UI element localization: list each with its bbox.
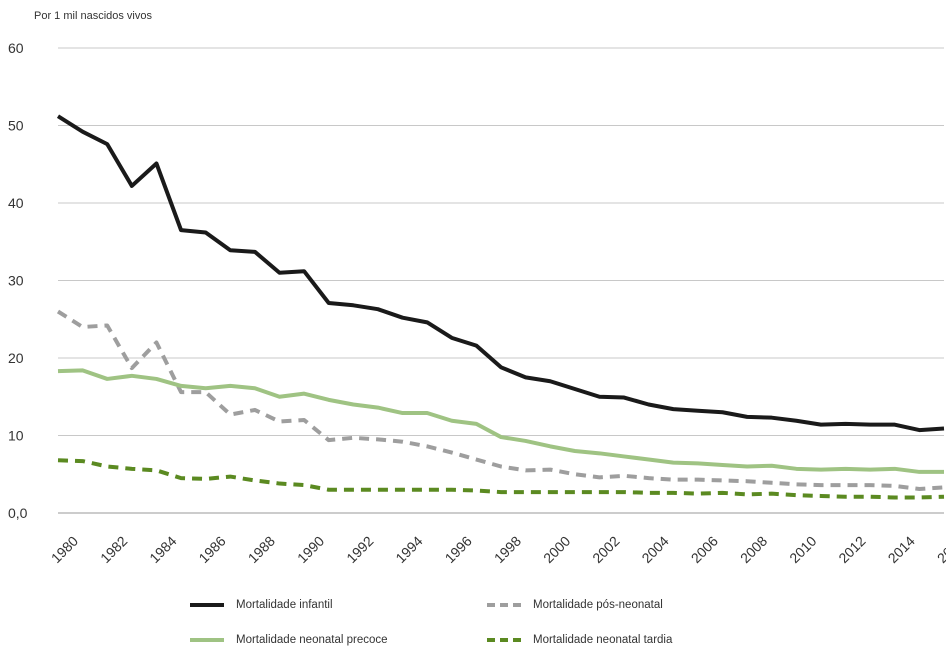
series-line-1 [56,309,945,491]
y-tick-label: 20 [8,350,24,366]
x-tick-label: 1984 [146,533,179,566]
x-tick-label: 1998 [491,533,524,566]
x-tick-label: 1982 [97,533,130,566]
x-tick-label: 2016 [934,533,946,566]
x-tick-label: 1980 [48,533,81,566]
series-line-0 [56,114,945,433]
x-tick-label: 2014 [885,533,918,566]
y-tick-label: 40 [8,195,24,211]
series-lines [56,114,945,500]
x-tick-label: 1994 [392,533,425,566]
x-tick-label: 2004 [638,533,671,566]
x-tick-label: 1996 [442,533,475,566]
x-tick-label: 2010 [786,533,819,566]
x-tick-label: 2012 [835,533,868,566]
y-tick-label: 50 [8,118,24,134]
x-tick-label: 2002 [589,533,622,566]
gridlines [58,47,944,514]
x-tick-label: 1988 [245,533,278,566]
y-axis-label: Por 1 mil nascidos vivos [34,10,152,22]
y-tick-labels: 0,0 10 20 30 40 50 60 [8,40,28,521]
x-tick-label: 2000 [540,533,573,566]
y-tick-label: 30 [8,273,24,289]
x-tick-label: 1986 [195,533,228,566]
y-tick-label: 60 [8,40,24,56]
x-tick-label: 1990 [294,533,327,566]
x-tick-labels: 1980 1982 1984 1986 1988 1990 1992 1994 1996 1998… [48,533,946,566]
x-tick-label: 1992 [343,533,376,566]
series-line-3 [57,458,945,500]
series-line-2 [57,368,944,474]
x-tick-label: 2008 [737,533,770,566]
y-tick-label: 10 [8,428,24,444]
x-tick-label: 2006 [688,533,721,566]
y-tick-label: 0,0 [8,505,28,521]
